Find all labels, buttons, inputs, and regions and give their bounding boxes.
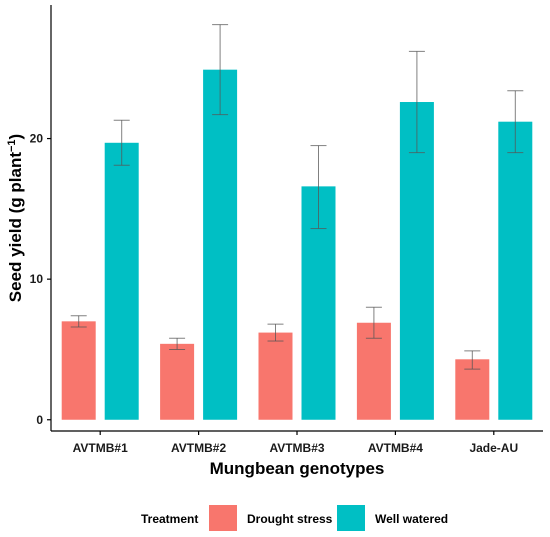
error-bar-watered-4 xyxy=(507,90,524,154)
error-bar-drought-2 xyxy=(267,323,284,342)
y-axis-title-close: ) xyxy=(6,134,25,140)
y-tick-label-10: 10 xyxy=(30,272,44,286)
y-tick-label-20: 20 xyxy=(30,132,44,146)
x-tick-label-4: Jade-AU xyxy=(469,441,518,455)
y-axis-title-exponent: −1 xyxy=(6,139,18,152)
error-bar-drought-3 xyxy=(365,306,382,339)
error-bar-drought-0 xyxy=(70,315,87,328)
bar-watered-3 xyxy=(399,102,434,420)
bar-drought-0 xyxy=(61,321,96,420)
legend-key-drought xyxy=(209,505,237,531)
error-bar-watered-3 xyxy=(408,50,425,154)
x-tick-label-2: AVTMB#3 xyxy=(269,441,324,455)
legend-key-watered xyxy=(337,505,365,531)
legend-title: Treatment xyxy=(141,512,198,526)
legend-label-drought: Drought stress xyxy=(247,512,333,526)
error-bar-watered-0 xyxy=(113,119,130,166)
y-tick-label-0: 0 xyxy=(36,413,43,427)
bar-drought-1 xyxy=(160,343,195,420)
legend: Treatment Drought stress Well watered xyxy=(141,505,448,531)
y-axis-title-main: Seed yield (g plant xyxy=(6,152,25,303)
x-tick-label-1: AVTMB#2 xyxy=(171,441,226,455)
error-bar-watered-2 xyxy=(310,145,327,230)
bar-drought-2 xyxy=(258,332,293,420)
plot-area xyxy=(61,24,533,420)
bar-watered-4 xyxy=(498,121,533,420)
legend-label-watered: Well watered xyxy=(375,512,448,526)
y-axis-title: Seed yield (g plant−1) xyxy=(6,134,25,302)
bar-watered-1 xyxy=(203,69,238,420)
bar-drought-3 xyxy=(356,322,391,420)
error-bar-drought-4 xyxy=(464,350,481,370)
x-tick-label-3: AVTMB#4 xyxy=(368,441,423,455)
error-bar-watered-1 xyxy=(212,24,229,116)
x-axis-title: Mungbean genotypes xyxy=(210,459,385,478)
error-bar-drought-1 xyxy=(169,337,186,350)
bar-watered-0 xyxy=(104,142,139,420)
axes: 0 10 20 AVTMB#1 AVTMB#2 AVTMB#3 AVTMB#4 Jade-AU xyxy=(30,5,543,455)
x-tick-label-0: AVTMB#1 xyxy=(73,441,128,455)
